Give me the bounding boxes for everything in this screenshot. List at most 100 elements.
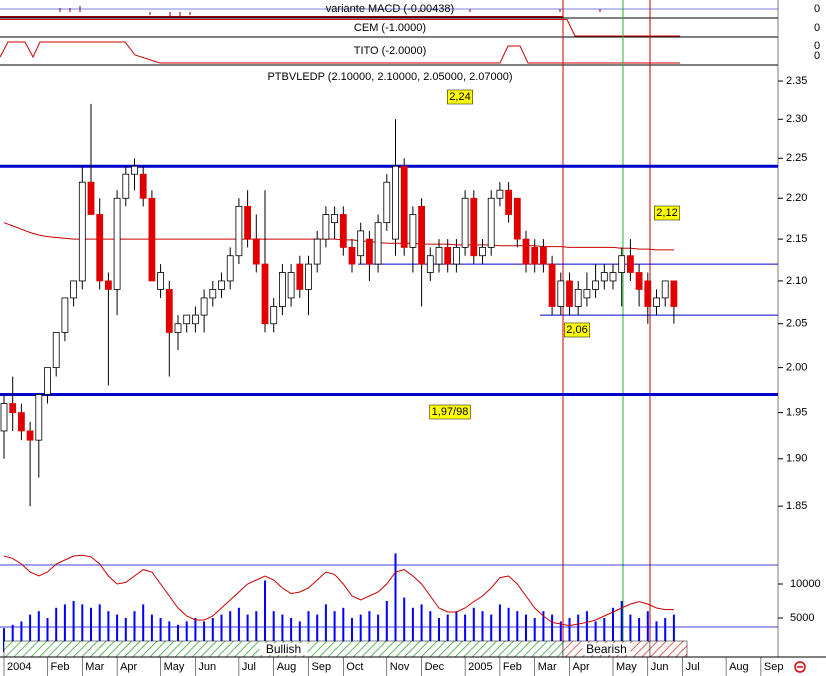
x-tick-label: Jun <box>198 661 216 673</box>
x-tick-label: Aug <box>277 661 297 673</box>
level-label: 2,06 <box>566 324 587 336</box>
volume-bar <box>11 624 14 652</box>
volume-bar <box>203 621 206 652</box>
candle-body <box>139 173 147 199</box>
indicator-tick-label: 0 <box>814 50 820 62</box>
level-label: 2,12 <box>656 207 677 219</box>
volume-bar <box>37 611 40 652</box>
regime-band <box>649 640 688 658</box>
volume-bar <box>333 611 336 652</box>
volume-bar <box>220 614 223 652</box>
volume-bar <box>290 618 293 652</box>
candle-body <box>566 280 573 307</box>
candle-body <box>331 214 339 224</box>
indicator-tick-label: 0 <box>814 40 820 52</box>
volume-bar <box>316 614 319 652</box>
regime-label: Bullish <box>266 642 301 656</box>
candle-body <box>653 297 660 307</box>
indicator-label: CEM (-1.0000) <box>354 22 426 34</box>
x-tick-label: May <box>164 661 185 673</box>
volume-bar <box>403 597 406 652</box>
candle-body <box>435 246 443 265</box>
x-tick-label: May <box>616 661 637 673</box>
volume-bar <box>359 614 362 652</box>
candle-body <box>313 238 321 265</box>
y-tick-label: 1.90 <box>786 453 807 465</box>
volume-bar <box>72 601 75 652</box>
volume-bar <box>377 614 380 652</box>
candle-body <box>61 297 69 333</box>
candle-body <box>226 255 234 282</box>
plot: 1.85 1.90 1.95 2.00 2.05 2.10 2.15 2.20 2.25 2.30… <box>0 3 821 676</box>
volume-bar <box>612 607 614 652</box>
level-label-box <box>429 404 471 420</box>
candle-body <box>627 255 634 273</box>
candle-body <box>244 205 252 240</box>
candle-body <box>78 181 86 282</box>
volume-bar <box>142 604 145 652</box>
candle-body <box>661 280 669 299</box>
y-tick-label: 2.00 <box>786 362 807 374</box>
level-label-box <box>447 89 473 105</box>
candle-body <box>252 238 260 265</box>
x-tick-label: Dec <box>425 661 445 673</box>
volume-bar <box>324 604 327 652</box>
volume-tick-label: 5000 <box>790 612 814 624</box>
indicator-label: TITO (-2.0000) <box>354 45 427 57</box>
volume-bar <box>351 618 353 652</box>
x-tick-label: Jul <box>242 661 256 673</box>
candle-body <box>113 197 121 290</box>
volume-bar <box>655 621 658 652</box>
volume-bar <box>429 611 432 652</box>
x-tick-label: Mar <box>85 661 104 673</box>
candle-body <box>365 238 373 265</box>
candle-body <box>35 394 43 441</box>
volume-bar <box>229 611 232 652</box>
candle-body <box>131 165 138 175</box>
candle-body <box>157 272 165 290</box>
volume-bar <box>159 618 162 652</box>
y-tick-label: 2.15 <box>786 233 807 245</box>
candle-body <box>409 214 417 248</box>
candle-body <box>357 230 365 257</box>
volume-bar <box>281 614 284 652</box>
candle-body <box>322 214 330 240</box>
volume-bar <box>411 607 414 652</box>
candle-body <box>26 430 34 441</box>
settings-icon[interactable] <box>794 661 806 673</box>
candle-body <box>522 238 530 265</box>
x-tick-label: Sep <box>312 661 332 673</box>
x-tick-label: Feb <box>51 661 70 673</box>
level-label: 1,97/98 <box>432 406 469 418</box>
x-tick-label: Apr <box>120 661 137 673</box>
volume-bar <box>246 614 249 652</box>
volume-bar <box>638 618 641 652</box>
volume-bar <box>368 611 371 652</box>
volume-bar <box>90 607 92 652</box>
x-tick-label: 2005 <box>468 661 492 673</box>
volume-bar <box>646 611 649 652</box>
candle-body <box>400 165 408 248</box>
volume-bar <box>464 614 467 652</box>
volume-bar <box>255 611 258 652</box>
volume-bar <box>81 604 84 652</box>
volume-bar <box>237 607 240 652</box>
candle-body <box>461 197 469 248</box>
volume-bar <box>603 618 606 652</box>
volume-bar <box>3 628 5 652</box>
candle-body <box>70 280 77 299</box>
volume-bar <box>124 618 127 652</box>
indicator-tick-label: 0 <box>814 22 820 34</box>
candle-body <box>174 323 182 333</box>
regime-label: Bearish <box>586 642 627 656</box>
x-tick-label: Oct <box>346 661 363 673</box>
candle-body <box>470 197 478 257</box>
x-tick-label: Apr <box>573 661 590 673</box>
level-label-box <box>564 322 590 338</box>
candle-body <box>513 197 521 240</box>
candle-body <box>348 246 356 265</box>
candle-body <box>9 403 17 414</box>
y-tick-label: 2.10 <box>786 275 807 287</box>
candle-body <box>191 314 199 325</box>
